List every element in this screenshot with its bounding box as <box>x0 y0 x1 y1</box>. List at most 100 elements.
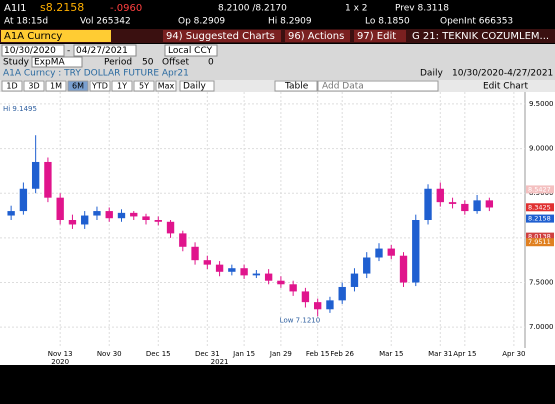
range-label[interactable]: 1D <box>6 82 17 91</box>
offset-label: Offset <box>162 58 190 68</box>
range: 10/30/2020-4/27/2021 <box>452 69 553 79</box>
price-tag <box>526 214 554 223</box>
table[interactable]: Table <box>284 82 309 92</box>
security-box[interactable] <box>1 30 111 42</box>
offset[interactable]: 0 <box>208 58 214 68</box>
start-box[interactable] <box>1 44 65 57</box>
end-box[interactable] <box>73 44 137 57</box>
suggested[interactable]: 94) Suggested Charts <box>166 31 275 42</box>
footer: Australia 61 2 9777 8600 Brazil 5511 239… <box>61 366 525 385</box>
candle-body <box>142 216 150 220</box>
range-btn[interactable] <box>89 80 111 92</box>
plot: 7.00007.50008.00008.50009.00009.5000Nov … <box>0 92 554 366</box>
candle-body <box>375 248 383 258</box>
x-tick-label: Dec 31 <box>195 350 220 358</box>
period-select[interactable]: Daily <box>183 82 206 92</box>
price-tag-label: 7.9511 <box>528 238 551 246</box>
price-tag <box>526 232 554 241</box>
currency[interactable]: Local CCY <box>168 46 213 56</box>
range-label[interactable]: Max <box>158 82 175 91</box>
price-tag <box>526 203 554 212</box>
price-tag-label: 8.2158 <box>528 215 551 223</box>
edit-chart[interactable]: Edit Chart <box>483 82 528 92</box>
x-tick-label: Mar 31 <box>428 350 452 358</box>
suggested-btn[interactable] <box>163 30 281 42</box>
candle-body <box>252 273 261 276</box>
range-label[interactable]: 1Y <box>117 82 127 91</box>
template[interactable]: G 21: TEKNIK COZUMLEM... <box>412 31 549 42</box>
candle-body <box>473 200 481 212</box>
candle-body <box>7 211 15 216</box>
last: s8.2158 <box>40 1 84 14</box>
add-data[interactable]: Add Data <box>322 82 364 92</box>
range-label[interactable]: 3D <box>28 82 39 91</box>
range-btn[interactable] <box>23 80 45 92</box>
range-btn[interactable] <box>1 80 23 92</box>
range-label[interactable]: 6M <box>72 82 84 91</box>
quote-header: A1I1 s8.2158 -.0960 8.2100 /8.2170 1 x 2… <box>4 1 513 27</box>
actions[interactable]: 96) Actions <box>288 31 344 42</box>
end[interactable]: 04/27/2021 <box>76 46 128 56</box>
prev: Prev 8.3118 <box>395 4 449 14</box>
candle-body <box>399 255 408 283</box>
range-btn[interactable] <box>45 80 67 92</box>
time: At 18:15d <box>4 17 48 27</box>
freq: Daily <box>420 69 443 79</box>
range-btn[interactable] <box>133 80 155 92</box>
y-tick-label: 7.0000 <box>529 323 554 331</box>
candle-body <box>56 197 64 220</box>
start[interactable]: 10/30/2020 <box>4 46 56 56</box>
candle-body <box>461 203 469 212</box>
annotation: Low 7.1210 <box>280 316 321 324</box>
range-btn[interactable] <box>111 80 133 92</box>
candle-body <box>350 273 359 287</box>
candle-body <box>81 215 89 225</box>
x-tick-label: Mar 15 <box>379 350 403 358</box>
chart-name: A1A Curncy : TRY DOLLAR FUTURE Apr21 <box>3 69 189 79</box>
candle-body <box>130 212 138 217</box>
add-data-box[interactable] <box>317 80 439 92</box>
candle-body <box>338 286 346 301</box>
range-btn[interactable] <box>155 80 177 92</box>
range-label[interactable]: 5Y <box>139 82 149 91</box>
candle-body <box>301 291 310 303</box>
range-label[interactable]: 1M <box>50 82 62 91</box>
candle-body <box>314 302 322 310</box>
candle-body <box>424 188 432 220</box>
price-tag <box>526 185 554 194</box>
chart-bg <box>0 92 555 365</box>
price-tag <box>526 238 554 247</box>
currency-box[interactable] <box>164 44 218 57</box>
candle-body <box>264 273 273 281</box>
table-btn[interactable] <box>274 80 318 92</box>
x-tick-label: Nov 30 <box>97 350 122 358</box>
footer-line: SN 106082 EET GMT+3:00 G736-1145-2 27-Ap… <box>335 378 525 385</box>
period[interactable]: 50 <box>142 58 154 68</box>
candle-body <box>191 246 199 261</box>
study-box[interactable] <box>31 56 83 68</box>
candle-body <box>289 284 297 292</box>
edit[interactable]: 97) Edit <box>357 31 396 42</box>
study[interactable]: ExpMA <box>34 58 65 68</box>
range-label[interactable]: YTD <box>91 82 108 91</box>
candle-body <box>19 188 28 212</box>
x-tick-label: Feb 15 <box>306 350 330 358</box>
x-tick-label: Apr 30 <box>502 350 525 358</box>
candle-body <box>326 300 334 310</box>
y-tick-label: 9.5000 <box>529 100 554 108</box>
actions-btn[interactable] <box>285 30 350 42</box>
candle-body <box>154 220 162 222</box>
candle-body <box>179 233 187 247</box>
footer-line: Australia 61 2 9777 8600 Brazil 5511 239… <box>62 366 450 373</box>
range-buttons: 1D 3D 1M 6M YTD 1Y 5Y Max <box>1 80 177 92</box>
study-label: Study <box>3 58 30 68</box>
security[interactable]: A1A Curncy <box>4 31 62 42</box>
open-int: OpenInt 666353 <box>440 17 513 27</box>
low: Lo 8.1850 <box>365 17 410 27</box>
candle-body <box>93 211 101 216</box>
range-btn[interactable] <box>67 80 89 92</box>
period-btn[interactable] <box>179 80 215 92</box>
edit-btn[interactable] <box>354 30 406 42</box>
year-label: 2021 <box>211 358 229 366</box>
